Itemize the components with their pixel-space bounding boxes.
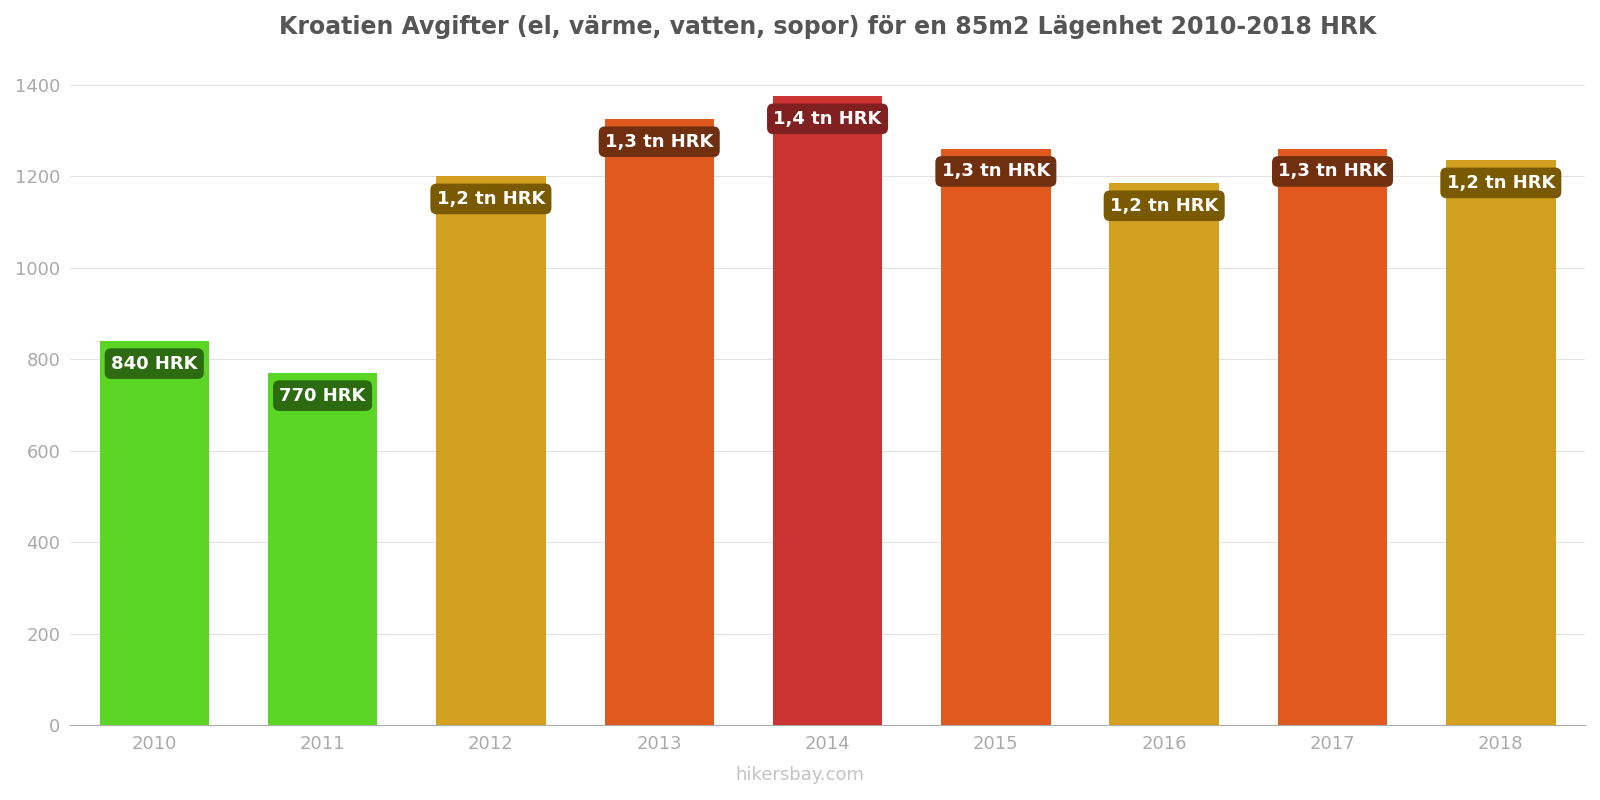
Bar [773,96,882,726]
Text: 1,2 tn HRK: 1,2 tn HRK [437,190,546,208]
Bar [99,341,210,726]
Bar [1446,160,1555,726]
Bar [941,149,1051,726]
Text: 1,3 tn HRK: 1,3 tn HRK [605,133,714,150]
Text: hikersbay.com: hikersbay.com [736,766,864,784]
Text: 1,4 tn HRK: 1,4 tn HRK [773,110,882,128]
Title: Kroatien Avgifter (el, värme, vatten, sopor) för en 85m2 Lägenhet 2010-2018 HRK: Kroatien Avgifter (el, värme, vatten, so… [278,15,1376,39]
Bar [267,373,378,726]
Text: 1,2 tn HRK: 1,2 tn HRK [1446,174,1555,192]
Text: 1,2 tn HRK: 1,2 tn HRK [1110,197,1218,214]
Text: 840 HRK: 840 HRK [110,354,197,373]
Text: 1,3 tn HRK: 1,3 tn HRK [1278,162,1387,181]
Text: 1,3 tn HRK: 1,3 tn HRK [942,162,1050,181]
Bar [605,119,714,726]
Text: 770 HRK: 770 HRK [280,386,366,405]
Bar [437,176,546,726]
Bar [1109,183,1219,726]
Bar [1278,149,1387,726]
